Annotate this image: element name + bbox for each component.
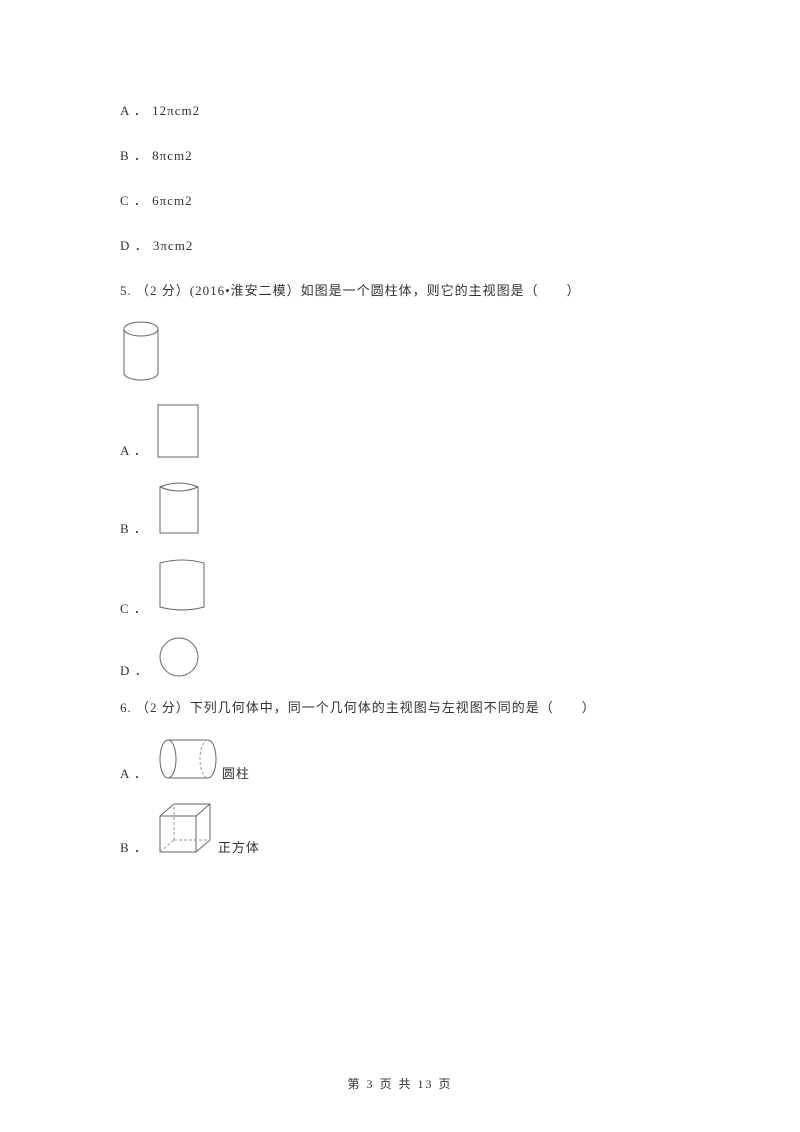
option-c-prev: C ． 6πcm2 xyxy=(120,190,680,209)
circle-icon xyxy=(157,635,201,679)
q6-opt-a-text: 圆柱 xyxy=(222,763,250,782)
q6-opt-b-text: 正方体 xyxy=(218,837,260,856)
cube-icon xyxy=(156,800,214,856)
page-content: A ． 12πcm2 B ． 8πcm2 C ． 6πcm2 D ． 3πcm2… xyxy=(0,0,800,856)
cylinder-icon xyxy=(120,319,162,383)
option-b-prev: B ． 8πcm2 xyxy=(120,145,680,164)
q6-option-b: B ． 正方体 xyxy=(120,800,680,856)
q5-option-c: C ． xyxy=(120,555,680,617)
q6-opt-b-label: B ． xyxy=(120,837,148,856)
horizontal-cylinder-icon xyxy=(156,736,218,782)
q5-option-d: D ． xyxy=(120,635,680,679)
q5-option-a: A ． xyxy=(120,403,680,459)
question-6: 6. （2 分）下列几何体中，同一个几何体的主视图与左视图不同的是（ ） xyxy=(120,697,680,716)
page-footer: 第 3 页 共 13 页 xyxy=(0,1075,800,1092)
option-d-prev: D ． 3πcm2 xyxy=(120,235,680,254)
q5-opt-b-label: B ． xyxy=(120,518,148,537)
option-a-prev: A ． 12πcm2 xyxy=(120,100,680,119)
rectangle-icon xyxy=(156,403,200,459)
curved-top-shape-icon xyxy=(156,477,202,537)
question-5: 5. （2 分）(2016•淮安二模）如图是一个圆柱体，则它的主视图是（ ） xyxy=(120,280,680,299)
q5-figure xyxy=(120,319,680,383)
q5-option-b: B ． xyxy=(120,477,680,537)
q5-opt-c-label: C ． xyxy=(120,598,148,617)
q6-option-a: A ． 圆柱 xyxy=(120,736,680,782)
q5-opt-d-label: D ． xyxy=(120,660,149,679)
q5-opt-a-label: A ． xyxy=(120,440,148,459)
curved-bottom-shape-icon xyxy=(156,555,208,617)
q6-opt-a-label: A ． xyxy=(120,763,148,782)
